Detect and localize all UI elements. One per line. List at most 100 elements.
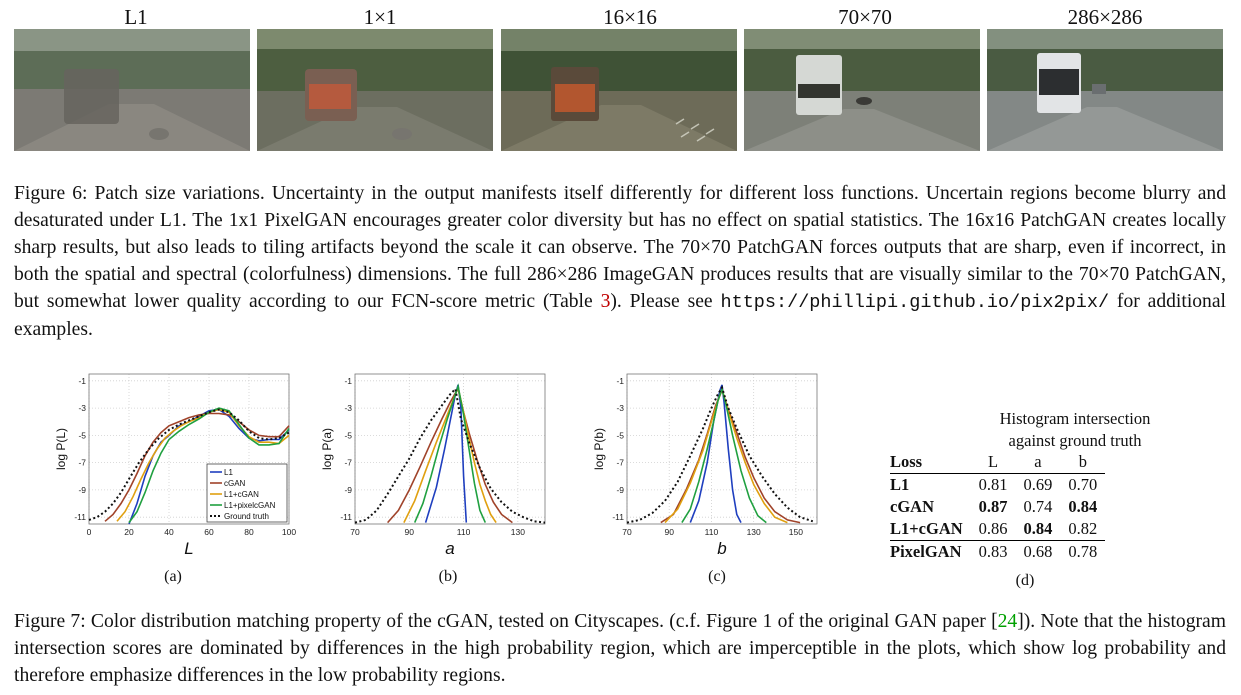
table-row: PixelGAN 0.83 0.68 0.78 xyxy=(890,540,1106,564)
road-image-16x16 xyxy=(501,29,737,151)
panel-label-70x70: 70×70 xyxy=(838,5,892,29)
cell-value: 0.81 xyxy=(978,475,1008,494)
y-tick-label: -5 xyxy=(78,430,86,440)
series-line-ground-truth xyxy=(626,385,814,524)
y-tick-label: -11 xyxy=(340,512,352,522)
x-axis-label: b xyxy=(717,539,726,558)
series-line-l1-pixelcgan xyxy=(128,407,290,524)
figure-7-caption-end: ]). Note that the histogram intersection… xyxy=(14,611,1226,686)
x-tick-label: 40 xyxy=(164,527,174,537)
x-tick-label: 90 xyxy=(664,527,674,537)
figure-7-caption: Figure 7: Color distribution matching pr… xyxy=(14,608,1226,689)
histogram-table-title: Histogram intersection against ground tr… xyxy=(970,408,1180,452)
figure-6-caption: Figure 6: Patch size variations. Uncerta… xyxy=(14,180,1226,343)
x-tick-label: 70 xyxy=(350,527,360,537)
y-tick-label: -3 xyxy=(78,403,86,413)
y-tick-label: -9 xyxy=(344,485,352,495)
figure-6-caption-text: Figure 6: Patch size variations. Uncerta… xyxy=(14,183,1226,312)
series-line-cgan xyxy=(660,388,801,524)
row-label: cGAN xyxy=(890,497,934,516)
legend-label: L1 xyxy=(224,468,233,477)
figure-6-caption-text-2: ). Please see xyxy=(610,291,721,312)
series-line-l1-pixelcgan xyxy=(681,386,767,524)
table-header-row: Loss L a b xyxy=(890,451,1106,474)
x-tick-label: 130 xyxy=(747,527,761,537)
y-tick-label: -1 xyxy=(78,376,86,386)
y-tick-label: -9 xyxy=(616,485,624,495)
cell-value: 0.70 xyxy=(1068,475,1098,494)
cell-value: 0.78 xyxy=(1068,542,1098,561)
y-axis-label: log P(b) xyxy=(592,428,606,470)
road-image-1x1 xyxy=(257,29,493,151)
row-label: L1 xyxy=(890,475,910,494)
subfigure-label-d: (d) xyxy=(1015,572,1035,589)
chart-log-p-b: 70 90 110 130 150 -1 -3 -5 -7 -9 -11 b log P(b) xyxy=(592,373,818,558)
x-tick-label: 60 xyxy=(204,527,214,537)
figure-7-caption-text: Figure 7: Color distribution matching pr… xyxy=(14,611,998,632)
series-line-l1-cgan xyxy=(403,384,497,524)
plot-frame xyxy=(626,373,818,525)
cell-value: 0.84 xyxy=(1023,519,1053,538)
x-tick-label: 130 xyxy=(511,527,525,537)
cell-value: 0.86 xyxy=(978,519,1008,538)
subfigure-label-b: (b) xyxy=(438,568,458,585)
panel-label-16x16: 16×16 xyxy=(603,5,657,29)
project-url[interactable]: https://phillipi.github.io/pix2pix/ xyxy=(720,292,1110,313)
panel-label-l1: L1 xyxy=(124,5,148,29)
legend-label: cGAN xyxy=(224,479,246,488)
table-title-line-2: against ground truth xyxy=(1008,431,1142,450)
col-header-l: L xyxy=(988,452,999,471)
y-tick-label: -7 xyxy=(344,458,352,468)
x-tick-label: 100 xyxy=(282,527,296,537)
road-image-286x286 xyxy=(987,29,1223,151)
cell-value: 0.68 xyxy=(1023,542,1053,561)
panel-label-1x1: 1×1 xyxy=(363,5,397,29)
panel-label-286x286: 286×286 xyxy=(1067,5,1143,29)
cell-value: 0.84 xyxy=(1068,497,1098,516)
subfigure-label-c: (c) xyxy=(708,568,726,585)
cell-value: 0.82 xyxy=(1068,519,1098,538)
legend-label: L1+pixelcGAN xyxy=(224,501,276,510)
chart-log-p-a: 70 90 110 130 -1 -3 -5 -7 -9 -11 a log P(a) xyxy=(320,373,546,558)
subfigure-label-a: (a) xyxy=(164,568,182,585)
y-tick-label: -1 xyxy=(344,376,352,386)
series-line-l1-cgan xyxy=(116,408,290,522)
series-line-l1 xyxy=(424,384,468,523)
x-tick-label: 20 xyxy=(124,527,134,537)
road-image-70x70 xyxy=(744,29,980,151)
y-axis-label: log P(a) xyxy=(320,428,334,470)
series-line-cgan xyxy=(104,412,290,522)
cell-value: 0.87 xyxy=(978,497,1008,516)
road-image-l1 xyxy=(14,29,250,151)
col-header-a: a xyxy=(1034,452,1042,471)
table-row: L1 0.81 0.69 0.70 xyxy=(890,474,1105,497)
x-tick-label: 0 xyxy=(87,527,92,537)
x-tick-label: 70 xyxy=(622,527,632,537)
legend-box xyxy=(206,463,288,523)
x-axis-label: a xyxy=(445,539,454,558)
y-tick-label: -7 xyxy=(78,458,86,468)
plot-frame xyxy=(88,373,290,525)
x-tick-label: 110 xyxy=(705,527,719,537)
y-tick-label: -3 xyxy=(616,403,624,413)
row-label: PixelGAN xyxy=(890,542,962,561)
x-tick-label: 90 xyxy=(405,527,415,537)
x-tick-label: 80 xyxy=(244,527,254,537)
y-tick-label: -7 xyxy=(616,458,624,468)
y-tick-label: -5 xyxy=(616,430,624,440)
y-tick-label: -11 xyxy=(612,512,624,522)
table-3-ref-link[interactable]: 3 xyxy=(600,291,611,312)
histogram-intersection-table: Loss L a b L1 0.81 0.69 0.70 cGAN 0.87 0… xyxy=(890,451,1106,564)
gan-paper-ref-link[interactable]: 24 xyxy=(997,611,1018,632)
figure-6-caption-end: for additional examples. xyxy=(14,291,1226,340)
y-tick-label: -11 xyxy=(74,512,86,522)
col-header-loss: Loss xyxy=(890,452,923,471)
cell-value: 0.69 xyxy=(1023,475,1053,494)
col-header-b: b xyxy=(1078,452,1087,471)
row-label: L1+cGAN xyxy=(890,519,963,538)
y-tick-label: -9 xyxy=(78,485,86,495)
table-row: cGAN 0.87 0.74 0.84 xyxy=(890,496,1105,518)
y-tick-label: -1 xyxy=(616,376,624,386)
y-tick-label: -3 xyxy=(344,403,352,413)
